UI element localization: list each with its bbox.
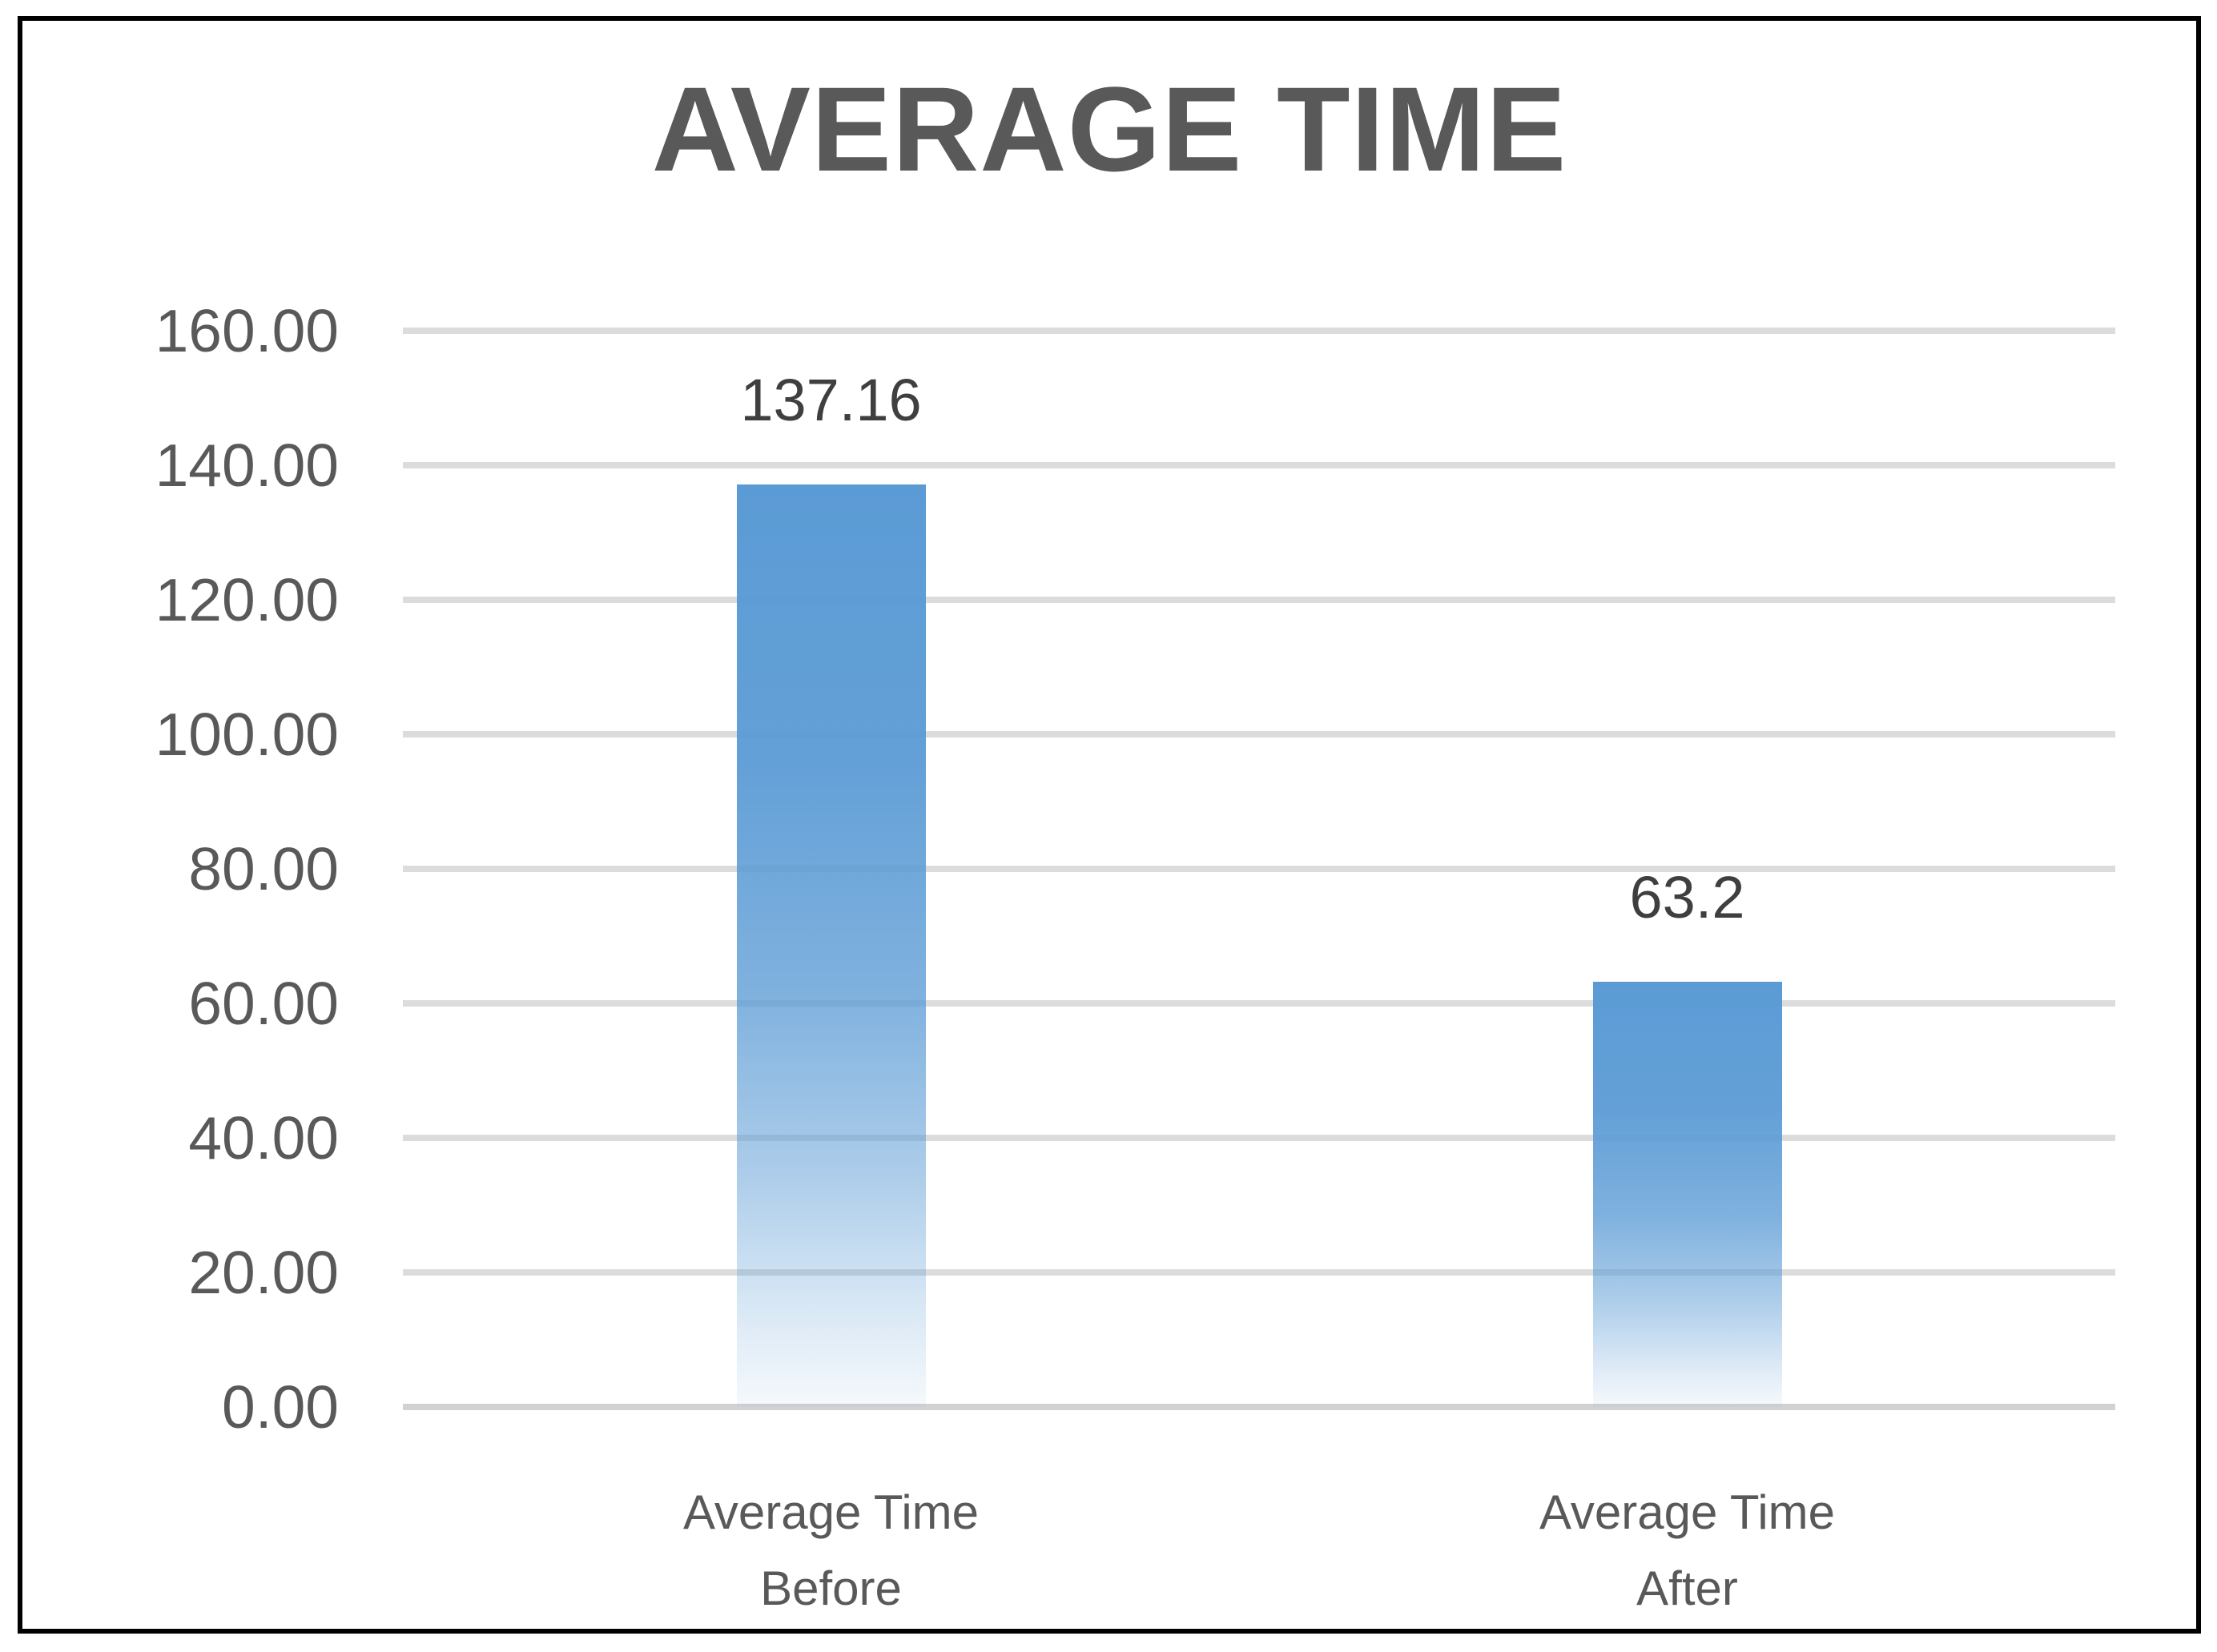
y-axis: 0.00 20.00 40.00 60.00 80.00 100.00 120.00 140.… [70, 297, 339, 1441]
gridline [403, 1135, 2115, 1141]
y-tick-label: 40.00 [188, 1104, 339, 1172]
gridline [403, 597, 2115, 603]
x-category-label: Average Time After [1367, 1474, 2008, 1626]
bar [1592, 982, 1782, 1407]
y-tick-label: 140.00 [155, 432, 339, 499]
y-tick-label: 60.00 [188, 970, 339, 1037]
bar-value-label: 63.2 [1629, 864, 1745, 931]
y-tick-label: 20.00 [188, 1239, 339, 1306]
y-tick-label: 160.00 [155, 297, 339, 364]
x-category-label-line: Before [760, 1562, 902, 1615]
x-axis-line [403, 1404, 2115, 1410]
y-tick-label: 0.00 [222, 1373, 339, 1441]
x-category-label-line: Average Time [1539, 1485, 1836, 1539]
gridline [403, 1000, 2115, 1007]
chart-title: AVERAGE TIME [651, 62, 1567, 196]
gridline [403, 731, 2115, 738]
y-tick-label: 80.00 [188, 835, 339, 902]
gridline [403, 1269, 2115, 1276]
y-tick-label: 100.00 [155, 701, 339, 768]
gridline [403, 462, 2115, 468]
x-category-label: Average Time Before [511, 1474, 1152, 1626]
chart-frame: AVERAGE TIME 0.00 20.00 40.00 60.00 80.00 100… [18, 16, 2201, 1634]
x-category-label-line: After [1636, 1562, 1738, 1615]
y-tick-label: 120.00 [155, 566, 339, 633]
x-axis: Average Time Before Average Time After [403, 1474, 2115, 1642]
bar-value-label: 137.16 [740, 366, 922, 433]
x-category-label-line: Average Time [682, 1485, 980, 1539]
gridline [403, 328, 2115, 334]
gridline [403, 866, 2115, 872]
plot-area: 137.16 63.2 [403, 328, 2115, 1410]
bar [736, 484, 926, 1407]
